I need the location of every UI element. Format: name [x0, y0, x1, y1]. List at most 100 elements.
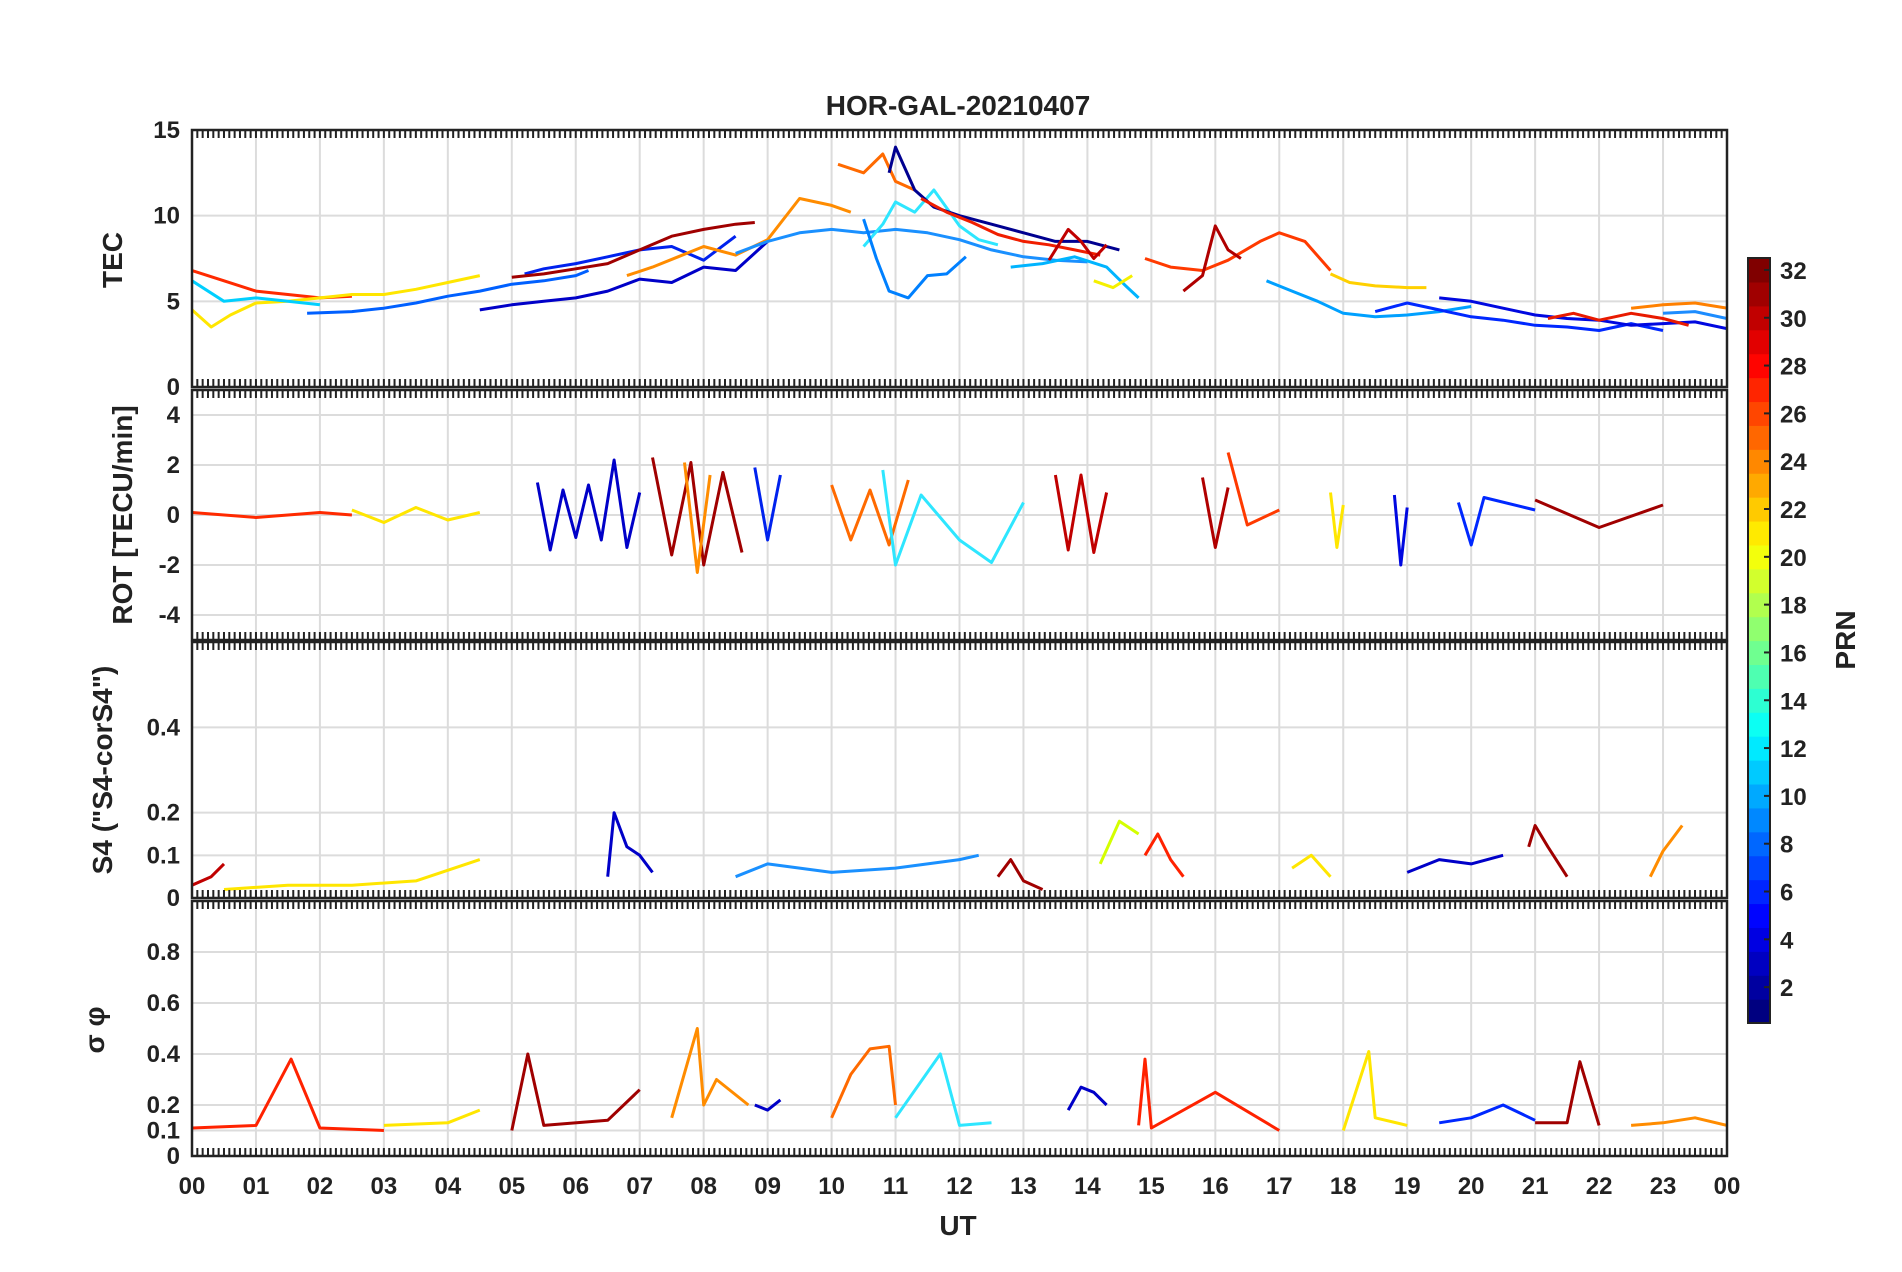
colorbar-segment — [1748, 807, 1770, 833]
grid-tec — [191, 129, 1728, 388]
y-tick-label: 15 — [153, 117, 180, 144]
series-line-prn-2 — [535, 458, 642, 552]
x-tick-label: 21 — [1522, 1173, 1549, 1200]
x-tick-label: 09 — [754, 1173, 781, 1200]
series-line-prn-13 — [881, 469, 1025, 567]
colorbar-segment — [1748, 568, 1770, 594]
y-axis-title-tec: TEC — [97, 232, 128, 288]
series-line-prn-9 — [1662, 310, 1727, 320]
series-line-prn-2 — [1066, 1085, 1108, 1111]
minor-ticks-sigma — [191, 901, 1728, 1156]
x-axis-title: UT — [939, 1210, 976, 1241]
colorbar-tick-label: 30 — [1780, 306, 1807, 333]
series-line-prn-2 — [479, 240, 769, 312]
colorbar-segment — [1748, 497, 1770, 522]
x-tick-label: 17 — [1266, 1173, 1293, 1200]
y-tick-label: -2 — [159, 552, 180, 579]
series-line-prn-7 — [862, 218, 967, 300]
colorbar-tick-label: 20 — [1780, 545, 1807, 572]
colorbar-tick-label: 16 — [1780, 640, 1807, 667]
colorbar-tick-label: 6 — [1780, 880, 1793, 907]
series-line-prn-4 — [1438, 1103, 1536, 1125]
y-tick-label: 4 — [167, 402, 181, 429]
y-tick-label: 0 — [167, 1143, 180, 1170]
series-line-prn-2 — [606, 811, 654, 877]
y-tick-label: 0 — [167, 374, 180, 401]
x-tick-label: 20 — [1458, 1173, 1485, 1200]
y-tick-label: 0.6 — [147, 990, 180, 1017]
colorbar-segment — [1748, 975, 1770, 1000]
series-line-prn-27 — [192, 1057, 384, 1132]
x-tick-label: 06 — [562, 1173, 589, 1200]
y-axis-title-rot: ROT [TECU/min] — [107, 405, 138, 624]
colorbar-segment — [1748, 903, 1770, 928]
series-line-prn-31 — [1201, 477, 1230, 549]
colorbar-tick-label: 26 — [1780, 401, 1807, 428]
series-line-prn-31 — [651, 457, 744, 567]
y-tick-label: 0 — [167, 502, 180, 529]
series-line-prn-27 — [1226, 452, 1280, 527]
colorbar-tick-label: 12 — [1780, 736, 1807, 763]
series-line-prn-25 — [837, 152, 916, 192]
x-tick-label: 15 — [1138, 1173, 1165, 1200]
series-line-prn-13 — [862, 188, 999, 248]
panel-tec: 0 5 10 15 TEC — [97, 117, 1729, 401]
colorbar-tick-label: 32 — [1780, 258, 1807, 285]
y-tick-label: 0.4 — [147, 1041, 181, 1068]
x-tick-label: 22 — [1586, 1173, 1613, 1200]
x-tick-label: 02 — [307, 1173, 334, 1200]
series-line-prn-31 — [1182, 224, 1242, 293]
series-sigma — [192, 1027, 1727, 1132]
colorbar-segment — [1748, 831, 1770, 857]
colorbar-segment — [1748, 951, 1770, 976]
series-line-prn-1 — [887, 145, 1120, 252]
panel-rot: -4 -2 0 2 4 ROT [TECU/min] — [107, 388, 1729, 642]
x-tick-label: 12 — [946, 1173, 973, 1200]
colorbar-segment — [1748, 616, 1770, 642]
y-tick-label: 0 — [167, 885, 180, 912]
x-tick-labels: 00 01 02 03 04 05 06 07 08 09 10 11 12 13 14 15 16 17 18 19… — [179, 1173, 1741, 1200]
axes-frame-tec — [190, 128, 1729, 389]
series-line-prn-9 — [735, 227, 1088, 264]
x-tick-label: 01 — [243, 1173, 270, 1200]
x-tick-label: 00 — [179, 1173, 206, 1200]
series-line-prn-24 — [1630, 1116, 1727, 1127]
series-line-prn-10 — [1265, 279, 1472, 319]
series-rot — [192, 452, 1664, 574]
colorbar-tick-label: 22 — [1780, 497, 1807, 524]
colorbar-segment — [1748, 688, 1770, 713]
series-s4 — [192, 811, 1684, 891]
colorbar-segment — [1748, 473, 1770, 498]
colorbar-segment — [1748, 353, 1770, 379]
y-tick-label: 0.2 — [147, 800, 180, 827]
grid-rot — [191, 390, 1728, 640]
series-line-prn-27 — [1137, 1057, 1281, 1132]
panel-s4: 0 0.1 0.2 0.4 S4 ("S4-corS4") — [87, 640, 1729, 912]
series-line-prn-9 — [735, 853, 980, 879]
series-line-prn-20 — [351, 506, 481, 524]
colorbar-tick-label: 18 — [1780, 593, 1807, 620]
series-line-prn-27 — [1143, 832, 1185, 878]
colorbar-frame — [1747, 257, 1771, 1024]
colorbar-tick-label: 2 — [1780, 975, 1793, 1002]
x-tick-label: 04 — [434, 1173, 461, 1200]
x-tick-label: 11 — [883, 1173, 908, 1200]
colorbar-segment — [1748, 329, 1770, 355]
series-line-prn-2 — [1406, 853, 1504, 874]
series-line-prn-30 — [1053, 473, 1109, 554]
series-line-prn-25 — [830, 1044, 897, 1119]
series-line-prn-31 — [511, 221, 755, 279]
series-line-prn-29 — [996, 858, 1044, 891]
series-line-prn-30 — [192, 862, 226, 887]
colorbar-segment — [1748, 520, 1770, 546]
panel-sigma: 00.10.2 0.4 0.6 0.8 σ φ — [79, 899, 1729, 1170]
series-line-prn-24 — [1648, 824, 1684, 878]
colorbar-segment — [1748, 664, 1770, 689]
series-line-prn-4 — [1456, 496, 1536, 547]
grid-sigma — [191, 901, 1728, 1157]
colorbar-tick-label: 28 — [1780, 354, 1807, 381]
series-line-prn-29 — [192, 511, 353, 519]
colorbar-segment — [1748, 544, 1770, 570]
series-line-prn-12 — [192, 279, 321, 307]
